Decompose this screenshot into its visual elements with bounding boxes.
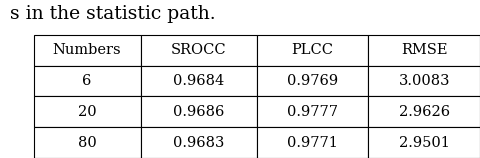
- Bar: [34, 96, 141, 127]
- Text: 0.9771: 0.9771: [287, 136, 338, 150]
- Text: SROCC: SROCC: [171, 43, 227, 57]
- Text: 0.9684: 0.9684: [173, 74, 224, 88]
- Text: 6: 6: [83, 74, 92, 88]
- Bar: [34, 127, 141, 158]
- Text: s in the statistic path.: s in the statistic path.: [10, 5, 215, 23]
- Bar: [141, 35, 257, 66]
- Bar: [141, 66, 257, 96]
- Text: 2.9626: 2.9626: [398, 105, 450, 119]
- Bar: [257, 35, 368, 66]
- Bar: [369, 127, 480, 158]
- Bar: [369, 35, 480, 66]
- Text: 0.9777: 0.9777: [287, 105, 338, 119]
- Bar: [257, 66, 368, 96]
- Text: 3.0083: 3.0083: [398, 74, 450, 88]
- Text: 0.9683: 0.9683: [173, 136, 225, 150]
- Text: 2.9501: 2.9501: [399, 136, 450, 150]
- Bar: [141, 96, 257, 127]
- Bar: [141, 127, 257, 158]
- Bar: [257, 96, 368, 127]
- Bar: [369, 96, 480, 127]
- Bar: [369, 66, 480, 96]
- Text: 0.9686: 0.9686: [173, 105, 225, 119]
- Text: PLCC: PLCC: [291, 43, 334, 57]
- Text: 20: 20: [78, 105, 96, 119]
- Bar: [34, 35, 141, 66]
- Text: RMSE: RMSE: [401, 43, 447, 57]
- Text: 0.9769: 0.9769: [287, 74, 338, 88]
- Text: Numbers: Numbers: [53, 43, 121, 57]
- Bar: [257, 127, 368, 158]
- Bar: [34, 66, 141, 96]
- Text: 80: 80: [78, 136, 96, 150]
